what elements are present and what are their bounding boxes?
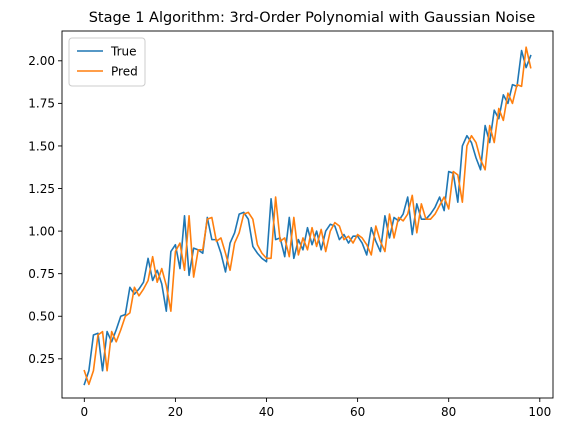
axes: 0 20 40 60 80 100 0.25 0.50 0.75 1.00 1.25 1.50 1.75…	[28, 30, 554, 419]
x-tick-label: 40	[259, 405, 274, 419]
x-tick-label: 0	[80, 405, 88, 419]
legend-label-pred: Pred	[111, 64, 138, 78]
x-tick-label: 60	[350, 405, 365, 419]
legend-box	[68, 37, 146, 87]
y-tick-label: 1.75	[28, 97, 55, 111]
axes-frame	[61, 30, 554, 399]
y-tick-label: 1.00	[28, 224, 55, 238]
series-line-pred	[83, 46, 532, 386]
legend-label-true: True	[110, 44, 137, 58]
y-tick-label: 1.50	[28, 139, 55, 153]
x-tick-label: 80	[441, 405, 456, 419]
y-tick-label: 1.25	[28, 182, 55, 196]
plot-area	[83, 46, 532, 386]
y-tick-label: 0.50	[28, 310, 55, 324]
x-tick-label: 100	[528, 405, 551, 419]
chart-title: Stage 1 Algorithm: 3rd-Order Polynomial …	[89, 10, 536, 26]
y-tick-label: 0.25	[28, 352, 55, 366]
legend: True Pred	[68, 37, 146, 87]
x-tick-label: 20	[168, 405, 183, 419]
series-line-true	[83, 49, 532, 386]
y-tick-label: 0.75	[28, 267, 55, 281]
y-tick-label: 2.00	[28, 54, 55, 68]
